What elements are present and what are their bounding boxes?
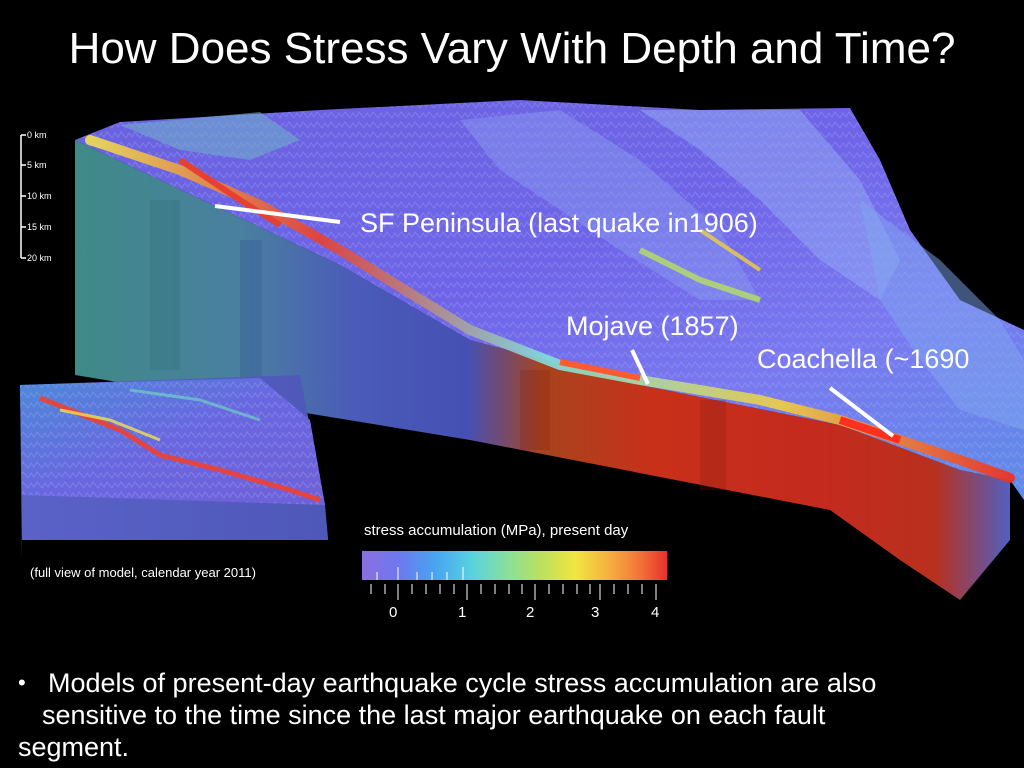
slide-title: How Does Stress Vary With Depth and Time… bbox=[68, 24, 956, 73]
colorbar-tick-1: 1 bbox=[458, 604, 467, 621]
depth-scale-bar bbox=[20, 134, 26, 259]
depth-scale: 0 km 5 km 10 km 15 km 20 km bbox=[16, 130, 76, 263]
depth-label-10: 10 km bbox=[27, 191, 52, 201]
colorbar-title: stress accumulation (MPa), present day bbox=[364, 522, 629, 539]
callout-mojave: Mojave (1857) bbox=[566, 311, 739, 341]
bullet-line-2: sensitive to the time since the last maj… bbox=[42, 700, 826, 730]
colorbar-panel bbox=[352, 515, 690, 628]
mojave-pointer-line bbox=[630, 349, 650, 385]
callout-coachella: Coachella (~1690 bbox=[757, 344, 970, 374]
depth-label-5: 5 km bbox=[27, 160, 47, 170]
coachella-pointer-line bbox=[828, 386, 895, 438]
depth-label-0: 0 km bbox=[27, 130, 47, 140]
bullet-point: • Models of present-day earthquake cycle … bbox=[18, 667, 1018, 763]
bullet-line-3: segment. bbox=[18, 732, 130, 762]
inset-caption: (full view of model, calendar year 2011) bbox=[30, 565, 256, 580]
model-side-stripes bbox=[150, 200, 726, 490]
model-vertical-face bbox=[75, 140, 1010, 600]
sf-pointer-line bbox=[214, 204, 341, 224]
callout-sf-peninsula: SF Peninsula (last quake in1906) bbox=[360, 208, 758, 238]
stress-model-figure bbox=[20, 100, 1024, 628]
colorbar-tick-2: 2 bbox=[526, 604, 535, 621]
colorbar-tick-3: 3 bbox=[591, 604, 600, 621]
colorbar-tick-0: 0 bbox=[389, 604, 398, 621]
inset-model-view bbox=[20, 375, 330, 610]
bullet-dot-icon: • bbox=[18, 670, 26, 695]
depth-label-15: 15 km bbox=[27, 222, 52, 232]
colorbar-gradient bbox=[362, 551, 667, 580]
colorbar-tick-4: 4 bbox=[651, 604, 660, 621]
depth-label-20: 20 km bbox=[27, 253, 52, 263]
bullet-line-1: Models of present-day earthquake cycle s… bbox=[48, 668, 877, 698]
